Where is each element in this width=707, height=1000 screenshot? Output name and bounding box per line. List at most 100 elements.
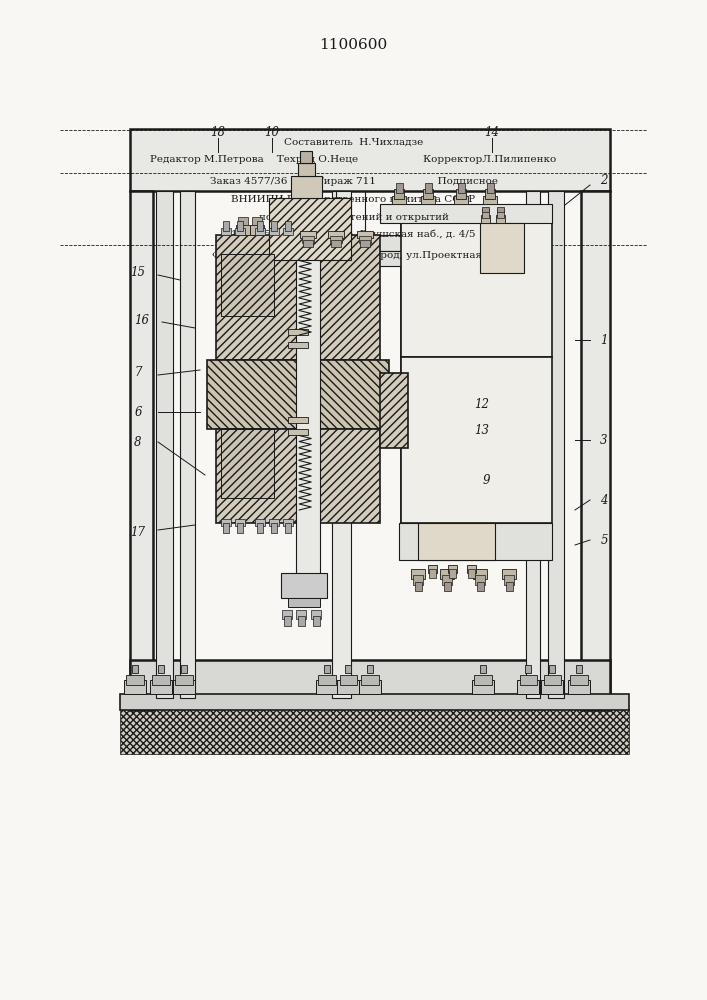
Bar: [252, 217, 262, 225]
Bar: [399, 522, 552, 560]
Bar: [300, 231, 315, 238]
Bar: [288, 429, 308, 435]
Bar: [380, 204, 552, 223]
Bar: [482, 207, 489, 212]
Bar: [332, 240, 341, 247]
Bar: [216, 235, 380, 360]
Bar: [158, 664, 164, 672]
Text: 4: 4: [600, 493, 608, 506]
Bar: [442, 575, 452, 585]
Bar: [132, 664, 138, 672]
Bar: [448, 564, 457, 572]
Bar: [475, 575, 486, 585]
Bar: [518, 680, 539, 694]
Bar: [221, 228, 231, 235]
Bar: [216, 429, 380, 522]
Bar: [269, 198, 351, 260]
Bar: [483, 196, 497, 204]
Bar: [411, 569, 425, 579]
Bar: [467, 564, 476, 572]
Bar: [351, 410, 401, 426]
Bar: [318, 675, 336, 685]
Text: 8: 8: [134, 436, 141, 448]
Bar: [126, 675, 144, 685]
Text: 3: 3: [600, 434, 608, 446]
Bar: [401, 357, 552, 522]
Bar: [250, 225, 264, 235]
Text: 13: 13: [474, 424, 489, 436]
Bar: [415, 582, 422, 591]
Bar: [351, 426, 401, 441]
Bar: [472, 680, 493, 694]
Bar: [413, 575, 423, 585]
Bar: [458, 182, 465, 192]
Bar: [525, 664, 532, 672]
Bar: [311, 610, 321, 619]
Text: 5: 5: [600, 534, 608, 546]
Bar: [549, 664, 556, 672]
Bar: [544, 675, 561, 685]
Bar: [303, 240, 312, 247]
Bar: [548, 191, 564, 698]
Text: Заказ 4577/36         Тираж 711                   Подписное: Заказ 4577/36 Тираж 711 Подписное: [209, 178, 498, 186]
Bar: [520, 675, 537, 685]
Text: 2: 2: [600, 174, 608, 186]
Text: 11: 11: [464, 534, 479, 546]
Text: 12: 12: [474, 398, 489, 412]
Text: 14: 14: [484, 125, 500, 138]
Bar: [359, 680, 381, 694]
Bar: [130, 191, 153, 710]
Bar: [380, 372, 409, 448]
Bar: [504, 575, 514, 585]
Bar: [271, 523, 277, 533]
Text: 17: 17: [131, 526, 146, 538]
Bar: [474, 569, 487, 579]
Bar: [238, 221, 243, 231]
Bar: [360, 240, 370, 247]
Bar: [477, 582, 484, 591]
Bar: [207, 360, 389, 429]
Bar: [235, 225, 250, 235]
Bar: [291, 176, 322, 198]
Bar: [221, 254, 274, 316]
Text: 1100600: 1100600: [319, 38, 387, 52]
Text: Составитель  Н.Чихладзе: Составитель Н.Чихладзе: [284, 137, 423, 146]
Bar: [394, 189, 404, 199]
Bar: [238, 523, 243, 533]
Bar: [255, 228, 264, 235]
Bar: [324, 664, 329, 672]
Bar: [221, 519, 231, 526]
Text: Филиал ППП "Патент", г.Ужгород, ул.Проектная, 4: Филиал ППП "Патент", г.Ужгород, ул.Проек…: [212, 250, 495, 259]
Bar: [298, 163, 315, 176]
Text: 1: 1: [600, 334, 608, 347]
Bar: [286, 523, 291, 533]
Bar: [124, 680, 146, 694]
Bar: [328, 231, 344, 238]
Bar: [401, 223, 552, 357]
Bar: [474, 675, 491, 685]
Text: 6: 6: [134, 406, 141, 418]
Bar: [281, 572, 327, 597]
Bar: [296, 185, 320, 597]
Bar: [351, 251, 401, 266]
Bar: [330, 235, 342, 242]
Bar: [332, 191, 351, 698]
Bar: [425, 182, 431, 192]
Bar: [396, 182, 403, 192]
Bar: [269, 228, 279, 235]
Bar: [298, 616, 305, 626]
Bar: [302, 235, 314, 242]
Bar: [449, 568, 455, 578]
Bar: [284, 519, 293, 526]
Bar: [444, 582, 451, 591]
Bar: [346, 664, 351, 672]
Bar: [481, 215, 490, 223]
Bar: [339, 675, 357, 685]
Bar: [288, 416, 308, 422]
Bar: [284, 228, 293, 235]
Bar: [130, 660, 610, 698]
Bar: [357, 231, 373, 238]
Bar: [367, 664, 373, 672]
Bar: [238, 217, 247, 225]
Bar: [180, 191, 195, 698]
